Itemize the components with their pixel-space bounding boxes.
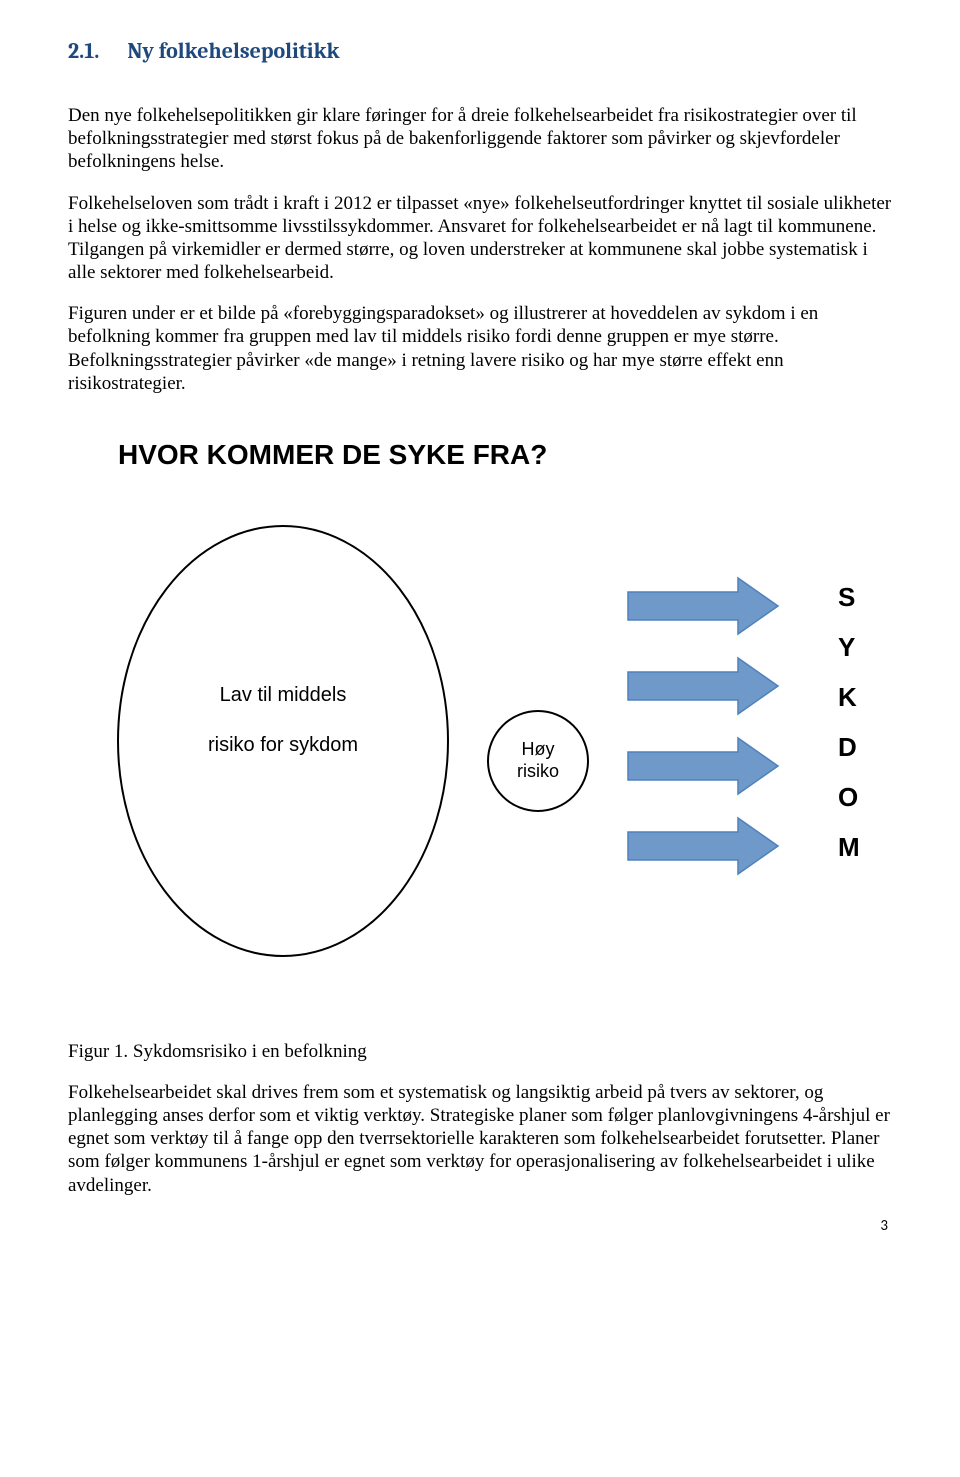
heading-title: Ny folkehelsepolitikk: [127, 38, 339, 64]
svg-text:risiko for sykdom: risiko for sykdom: [208, 734, 358, 756]
page-number: 3: [68, 1217, 892, 1235]
svg-text:Y: Y: [838, 632, 855, 662]
document-page: 2.1. Ny folkehelsepolitikk Den nye folkeh…: [0, 0, 960, 1265]
svg-text:O: O: [838, 782, 858, 812]
svg-text:Lav til middels: Lav til middels: [220, 684, 347, 706]
heading-number: 2.1.: [68, 38, 99, 64]
figure-caption: Figur 1. Sykdomsrisiko i en befolkning: [68, 1041, 892, 1063]
svg-text:K: K: [838, 682, 857, 712]
paragraph-3: Figuren under er et bilde på «forebyggin…: [68, 302, 892, 395]
paragraph-2: Folkehelseloven som trådt i kraft i 2012…: [68, 192, 892, 285]
diagram-title: HVOR KOMMER DE SYKE FRA?: [118, 439, 892, 471]
paragraph-4: Folkehelsearbeidet skal drives frem som …: [68, 1081, 892, 1197]
diagram-container: HVOR KOMMER DE SYKE FRA? Lav til middels…: [68, 439, 892, 971]
svg-text:S: S: [838, 582, 855, 612]
section-heading: 2.1. Ny folkehelsepolitikk: [68, 38, 892, 64]
svg-text:risiko: risiko: [517, 761, 559, 781]
svg-text:Høy: Høy: [522, 739, 555, 759]
paragraph-1: Den nye folkehelsepolitikken gir klare f…: [68, 104, 892, 174]
diagram-svg: Lav til middels risiko for sykdom Høyrisik…: [68, 511, 892, 971]
svg-text:M: M: [838, 832, 860, 862]
svg-text:D: D: [838, 732, 857, 762]
